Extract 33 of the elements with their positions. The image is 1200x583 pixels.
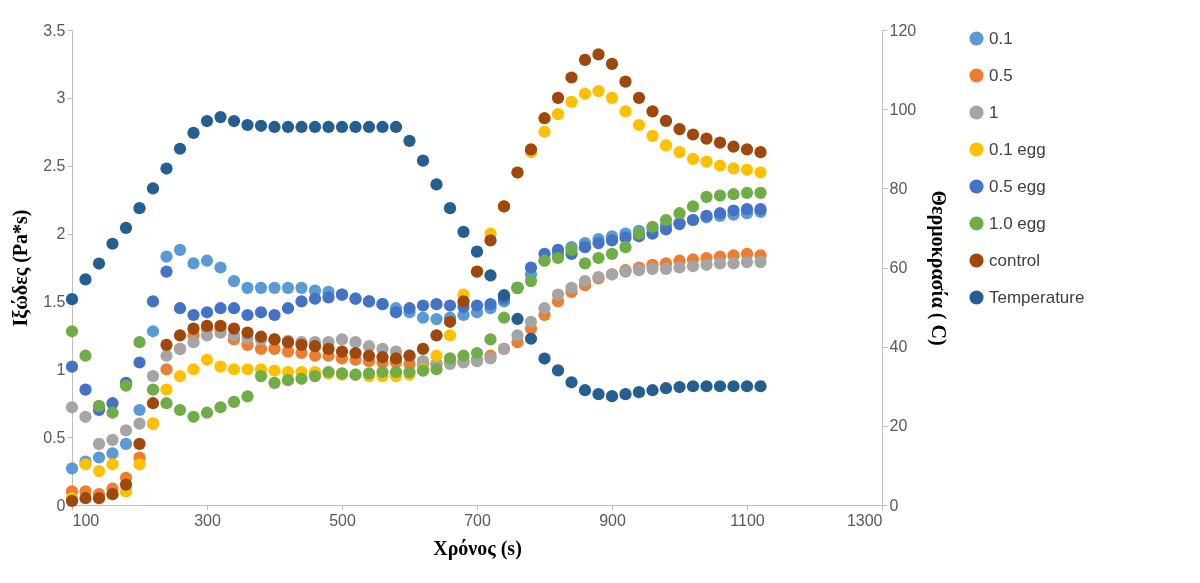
y2-axis-title: Θερμοκρασία ( C)	[927, 190, 951, 346]
y-axis-title: Ιξώδες (Pa*s)	[9, 209, 33, 327]
legend-label: control	[989, 250, 1041, 270]
y2-tick-label: 40	[889, 338, 908, 356]
y-tick-label: 3	[56, 89, 66, 107]
x-tick-label: 900	[599, 511, 626, 529]
y2-tick-label: 80	[889, 179, 908, 197]
x-axis-title: Χρόνος (s)	[433, 536, 522, 560]
legend-label: 0.5	[989, 65, 1013, 85]
y2-tick-label: 0	[889, 496, 899, 514]
y2-tick-label: 120	[889, 21, 917, 39]
x-tick-label: 100	[72, 511, 100, 529]
legend-label: 0.1	[989, 28, 1013, 48]
y-tick-label: 1	[56, 360, 66, 378]
y-tick-label: 0	[56, 496, 66, 514]
x-tick-label: 300	[194, 511, 221, 529]
legend-label: 1.0 egg	[989, 213, 1046, 233]
y2-tick-label: 100	[889, 100, 917, 118]
y2-tick-label: 20	[889, 417, 908, 435]
x-tick-label: 700	[464, 511, 491, 529]
y2-tick-label: 60	[889, 259, 908, 276]
y-tick-label: 2	[56, 225, 66, 243]
x-tick-label: 1100	[730, 511, 765, 529]
legend-label: 0.1 egg	[989, 139, 1046, 159]
y-tick-label: 2.5	[43, 157, 66, 175]
y-tick-label: 1.5	[43, 292, 66, 310]
y-tick-label: 3.5	[43, 21, 66, 39]
x-tick-label: 500	[329, 511, 356, 529]
legend-label: Temperature	[989, 287, 1085, 307]
x-tick-label: 1300	[846, 511, 883, 529]
legend-label: 0.5 egg	[989, 176, 1046, 196]
legend-label: 1	[989, 102, 999, 122]
y-tick-label: 0.5	[43, 428, 66, 446]
